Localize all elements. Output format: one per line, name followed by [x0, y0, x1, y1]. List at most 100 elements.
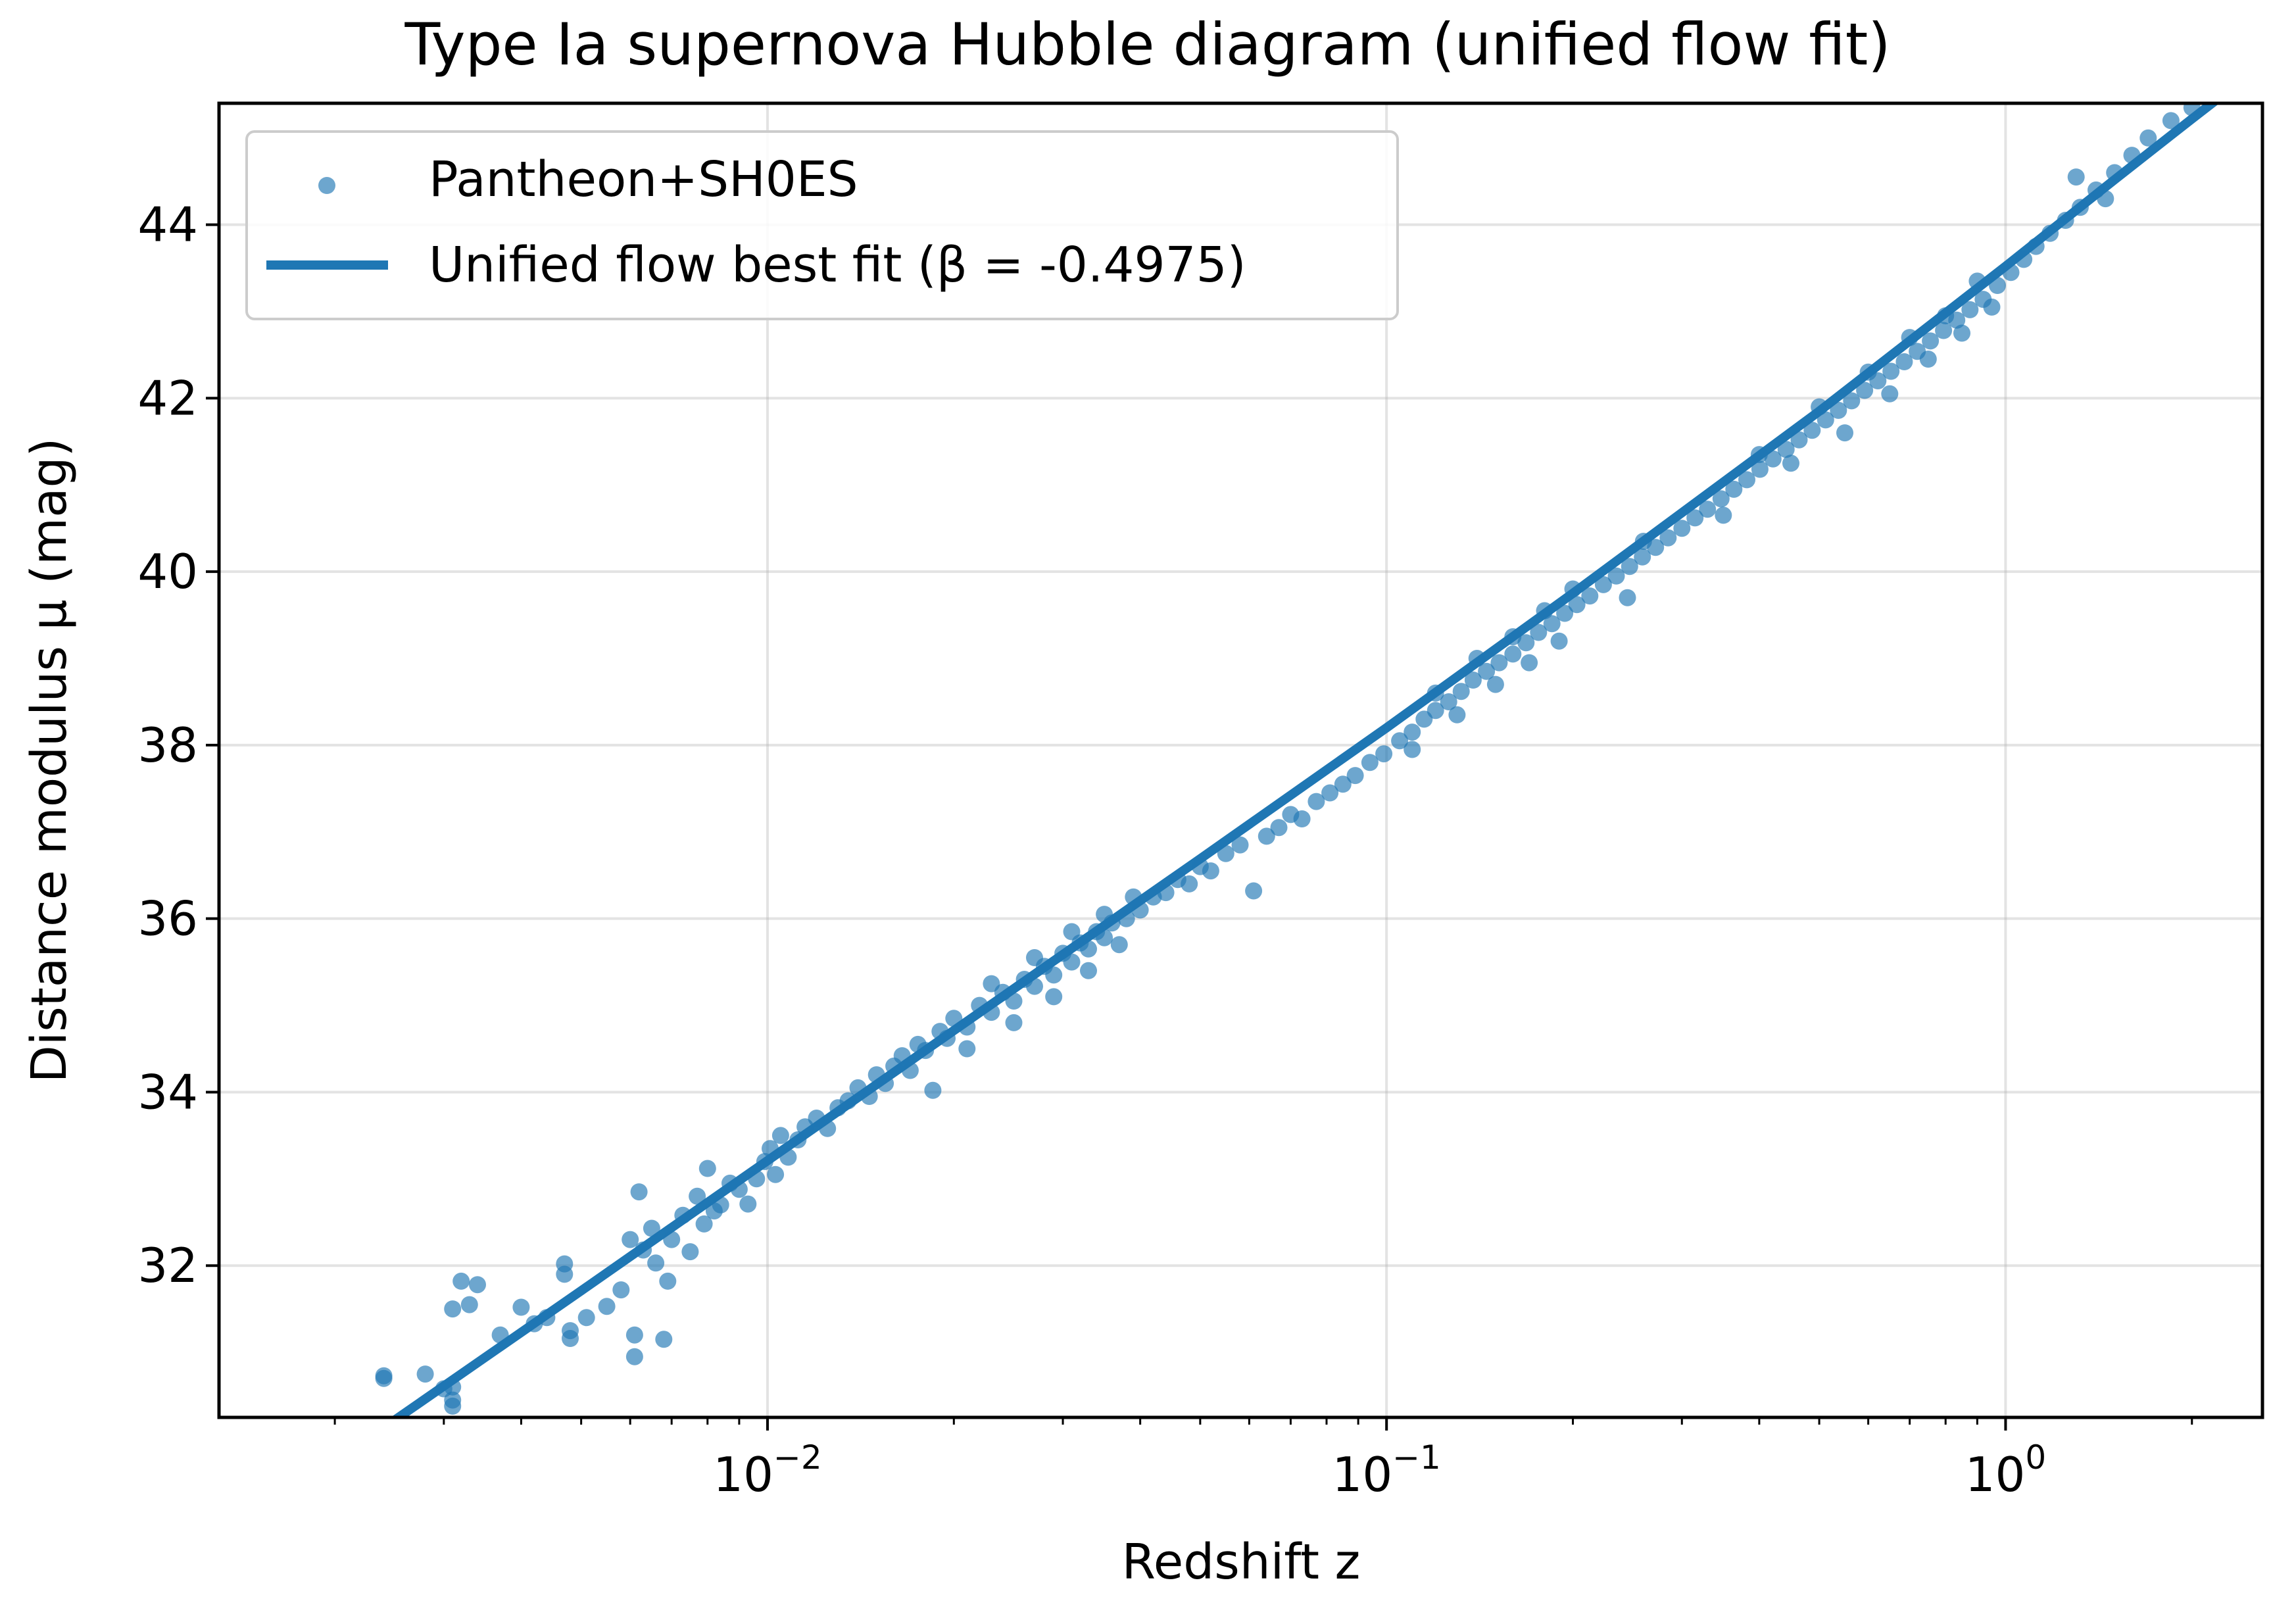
- data-point: [2067, 168, 2085, 186]
- y-axis-label: Distance modulus μ (mag): [21, 438, 78, 1083]
- data-point: [1080, 940, 1097, 958]
- x-tick-label: 10−1: [1332, 1438, 1441, 1502]
- data-point: [1427, 702, 1444, 720]
- data-point: [1937, 307, 1955, 325]
- y-tick-label: 34: [137, 1064, 198, 1119]
- data-point: [577, 1309, 595, 1327]
- data-point: [1427, 684, 1444, 702]
- data-point: [1859, 363, 1877, 381]
- data-point: [1790, 431, 1808, 449]
- data-point: [460, 1296, 478, 1313]
- data-point: [1258, 827, 1275, 845]
- data-point: [1096, 929, 1113, 946]
- legend-scatter-marker: [318, 177, 335, 194]
- data-point: [1231, 836, 1249, 854]
- y-tick-label: 32: [137, 1238, 198, 1293]
- y-tick-label: 44: [137, 197, 198, 253]
- data-point: [695, 1215, 713, 1233]
- data-point: [808, 1110, 825, 1127]
- legend: Pantheon+SH0ES Unified flow best fit (β …: [245, 130, 1399, 320]
- data-point: [819, 1119, 837, 1137]
- data-point: [1659, 529, 1677, 547]
- data-point: [779, 1148, 797, 1166]
- x-tick-layer: 10−2 10−1 100: [333, 1417, 2193, 1502]
- data-point: [625, 1326, 643, 1344]
- data-point: [1922, 332, 1940, 350]
- point-layer: [375, 103, 2201, 1415]
- data-point: [659, 1272, 677, 1290]
- data-point: [1063, 923, 1081, 941]
- data-point: [1440, 693, 1457, 710]
- legend-box: [245, 130, 1399, 320]
- data-point: [1321, 784, 1339, 802]
- data-point: [1830, 401, 1847, 419]
- data-point: [1961, 301, 1979, 318]
- data-point: [1935, 322, 1953, 339]
- data-point: [1063, 953, 1081, 971]
- data-point: [1968, 272, 1986, 290]
- data-point: [1989, 277, 2006, 294]
- data-point: [452, 1272, 470, 1290]
- data-point: [444, 1397, 462, 1415]
- data-point: [635, 1241, 652, 1259]
- data-point: [860, 1088, 878, 1105]
- data-point: [1490, 654, 1508, 672]
- data-point: [1843, 392, 1861, 410]
- data-point: [1594, 576, 1612, 593]
- data-point: [1556, 604, 1574, 622]
- data-point: [375, 1369, 393, 1387]
- data-point: [1202, 862, 1219, 880]
- data-point: [1699, 501, 1717, 518]
- data-point: [1026, 977, 1043, 995]
- data-point: [1478, 662, 1496, 680]
- data-point: [556, 1265, 574, 1283]
- data-point: [1581, 587, 1599, 605]
- data-point: [1983, 298, 2001, 316]
- data-point: [1750, 446, 1768, 464]
- data-point: [1521, 654, 1538, 672]
- data-point: [2183, 103, 2201, 116]
- data-point: [739, 1195, 757, 1213]
- data-point: [1882, 362, 1900, 380]
- data-point: [1117, 910, 1135, 927]
- legend-label-line: Unified flow best fit (β = -0.4975): [429, 237, 1246, 293]
- data-point: [444, 1300, 462, 1318]
- plot-frame: [217, 101, 2264, 1419]
- data-point: [1448, 706, 1466, 723]
- data-point: [748, 1170, 766, 1188]
- data-point: [1110, 936, 1128, 954]
- data-point: [1550, 632, 1568, 650]
- data-point: [622, 1231, 639, 1248]
- data-point: [1836, 424, 1853, 442]
- data-point: [1361, 754, 1379, 772]
- data-point: [1856, 381, 1874, 399]
- data-point: [1715, 506, 1732, 524]
- data-point: [1881, 385, 1899, 403]
- data-point: [1530, 624, 1548, 641]
- data-point: [762, 1140, 779, 1158]
- data-point: [2002, 264, 2020, 282]
- data-point: [1686, 509, 1704, 527]
- data-point: [2162, 112, 2180, 130]
- data-point: [767, 1165, 785, 1183]
- grid-layer: [219, 103, 2262, 1417]
- data-point: [1536, 602, 1553, 620]
- data-point: [983, 975, 1000, 993]
- data-point: [562, 1322, 579, 1340]
- data-point: [789, 1131, 807, 1148]
- data-point: [612, 1281, 630, 1299]
- data-point: [1634, 533, 1652, 550]
- data-point: [1391, 732, 1409, 750]
- data-point: [924, 1081, 942, 1099]
- data-point: [643, 1219, 660, 1237]
- data-point: [416, 1365, 434, 1383]
- data-point: [1045, 966, 1063, 984]
- data-point: [647, 1254, 665, 1272]
- data-point: [630, 1183, 648, 1201]
- data-point: [1725, 480, 1743, 498]
- data-point: [1901, 329, 1918, 347]
- data-point: [1738, 471, 1755, 489]
- data-point: [1782, 454, 1799, 472]
- data-point: [674, 1206, 692, 1224]
